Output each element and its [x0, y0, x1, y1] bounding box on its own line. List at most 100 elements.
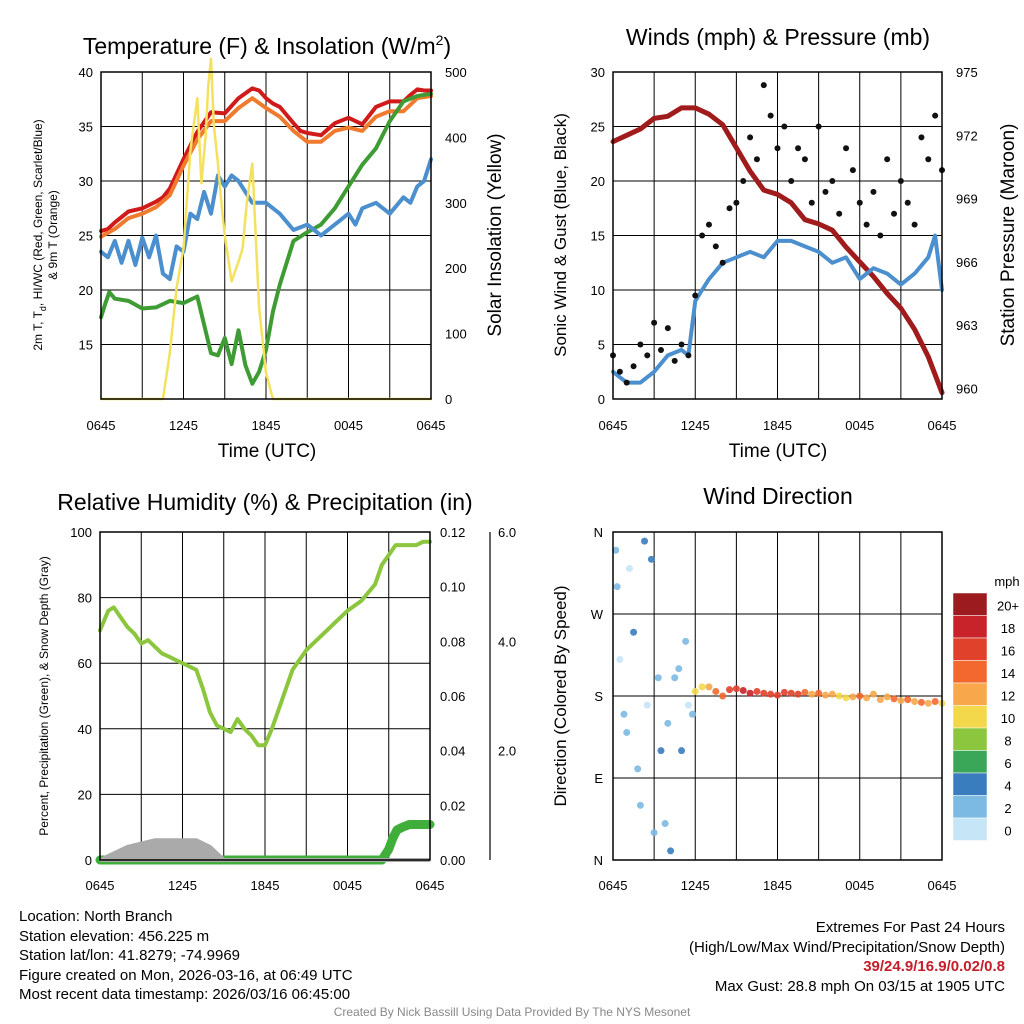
direction-grid	[613, 532, 942, 860]
gust-point	[788, 178, 795, 184]
direction-point	[689, 710, 697, 718]
direction-point	[876, 696, 884, 704]
gust-point	[705, 221, 712, 228]
left-tick-label: 25	[79, 229, 93, 244]
station-location: Location: North Branch	[19, 908, 173, 925]
direction-point	[760, 689, 768, 697]
direction-point	[821, 691, 829, 699]
x-tick-label: 1845	[763, 418, 792, 433]
x-tick-label: 0045	[845, 878, 874, 893]
direction-point	[924, 699, 932, 707]
gust-point	[657, 346, 664, 353]
colorbar-label: 10	[1001, 711, 1015, 726]
gust-point	[664, 325, 671, 332]
direction-point	[657, 747, 665, 755]
direction-point	[801, 688, 809, 696]
direction-point	[787, 689, 795, 697]
right-tick-label: 972	[956, 128, 978, 143]
gust-point	[808, 199, 815, 206]
colorbar-label: 16	[1001, 643, 1015, 658]
colorbar-swatch	[952, 750, 988, 774]
gust-point	[644, 352, 651, 359]
left-tick-label: 40	[79, 65, 93, 80]
right-tick-label: 966	[956, 255, 978, 270]
direction-point	[746, 689, 754, 697]
right-tick-label: 0.06	[440, 689, 465, 704]
x-tick-label: 0045	[845, 418, 874, 433]
direction-point	[904, 696, 912, 704]
direction-point	[883, 693, 891, 701]
colorbar-title: mph	[994, 574, 1019, 589]
colorbar-label: 6	[1004, 756, 1011, 771]
left-tick-label: 10	[591, 283, 605, 298]
station-latlon: Station lat/lon: 41.8279; -74.9969	[19, 947, 241, 964]
x-tick-label: 1845	[252, 418, 281, 433]
left-tick-label: 100	[70, 525, 92, 540]
right-tick-label: 969	[956, 192, 978, 207]
left-tick-label: 20	[78, 787, 92, 802]
left-tick-label: 25	[591, 120, 605, 135]
direction-panel: Wind Direction 0645 1245 1845 0045 0645 N W S E N…	[551, 483, 1020, 893]
colorbar-label: 0	[1004, 823, 1011, 838]
colorbar-swatch	[952, 772, 988, 796]
series-line-solar-insolation	[99, 57, 433, 401]
direction-point	[667, 847, 675, 855]
x-tick-label: 0645	[928, 878, 957, 893]
colorbar-swatch	[952, 705, 988, 729]
x-tick-label: 1245	[169, 418, 198, 433]
gust-point	[781, 123, 788, 130]
gust-point	[637, 341, 644, 348]
right-tick-label: 0.08	[440, 634, 465, 649]
station-elevation: Station elevation: 456.225 m	[19, 927, 210, 945]
gust-point	[829, 178, 836, 184]
colorbar-swatch	[952, 615, 988, 639]
left-tick-label: 5	[598, 338, 605, 353]
direction-point	[612, 546, 620, 554]
direction-point	[650, 829, 658, 837]
gust-point	[651, 319, 658, 326]
gust-point	[699, 232, 706, 239]
direction-tick-label: W	[591, 607, 604, 622]
left-tick-label: 40	[78, 722, 92, 737]
direction-point	[869, 690, 877, 698]
direction-point	[613, 583, 621, 591]
gust-point	[870, 188, 877, 195]
x-tick-label: 1245	[681, 878, 710, 893]
direction-point	[917, 698, 925, 706]
direction-point	[682, 637, 690, 645]
gust-point	[822, 188, 829, 195]
x-tick-label: 0645	[86, 878, 115, 893]
direction-point	[647, 555, 655, 563]
direction-point	[691, 687, 699, 695]
gust-point	[719, 259, 726, 266]
max-gust: Max Gust: 28.8 mph On 03/15 at 1905 UTC	[714, 977, 1005, 995]
right-tick-label: 0.12	[440, 525, 465, 540]
direction-tick-label: N	[594, 525, 603, 540]
colorbar-label: 14	[1001, 666, 1015, 681]
temperature-ylabel-right: Solar Insolation (Yellow)	[485, 133, 506, 336]
x-tick-label: 1245	[681, 418, 710, 433]
winds-plot-frame	[612, 71, 943, 400]
temperature-panel: Temperature (F) & Insolation (W/m2) 0645…	[31, 32, 506, 462]
winds-title: Winds (mph) & Pressure (mb)	[626, 24, 930, 50]
direction-point	[842, 694, 850, 702]
gust-point	[760, 82, 767, 89]
credit-line: Created By Nick Bassill Using Data Provi…	[333, 1005, 691, 1019]
gust-point	[678, 341, 685, 348]
direction-point	[739, 687, 747, 695]
direction-point	[636, 801, 644, 809]
humidity-ticks: 0645 1245 1845 0045 0645 0 20 40 60 80 100 0.00 0.02…	[70, 525, 516, 893]
direction-point	[616, 656, 624, 664]
direction-tick-label: E	[594, 771, 603, 786]
humidity-grid	[100, 532, 430, 860]
direction-title: Wind Direction	[703, 483, 853, 509]
direction-point	[678, 747, 686, 755]
gust-point	[616, 368, 623, 375]
gust-point	[911, 221, 918, 228]
direction-point	[897, 697, 905, 705]
gust-point	[877, 232, 884, 239]
x-tick-label: 0645	[417, 418, 446, 433]
series-line-2m-t	[99, 86, 433, 234]
gust-point	[843, 145, 850, 152]
